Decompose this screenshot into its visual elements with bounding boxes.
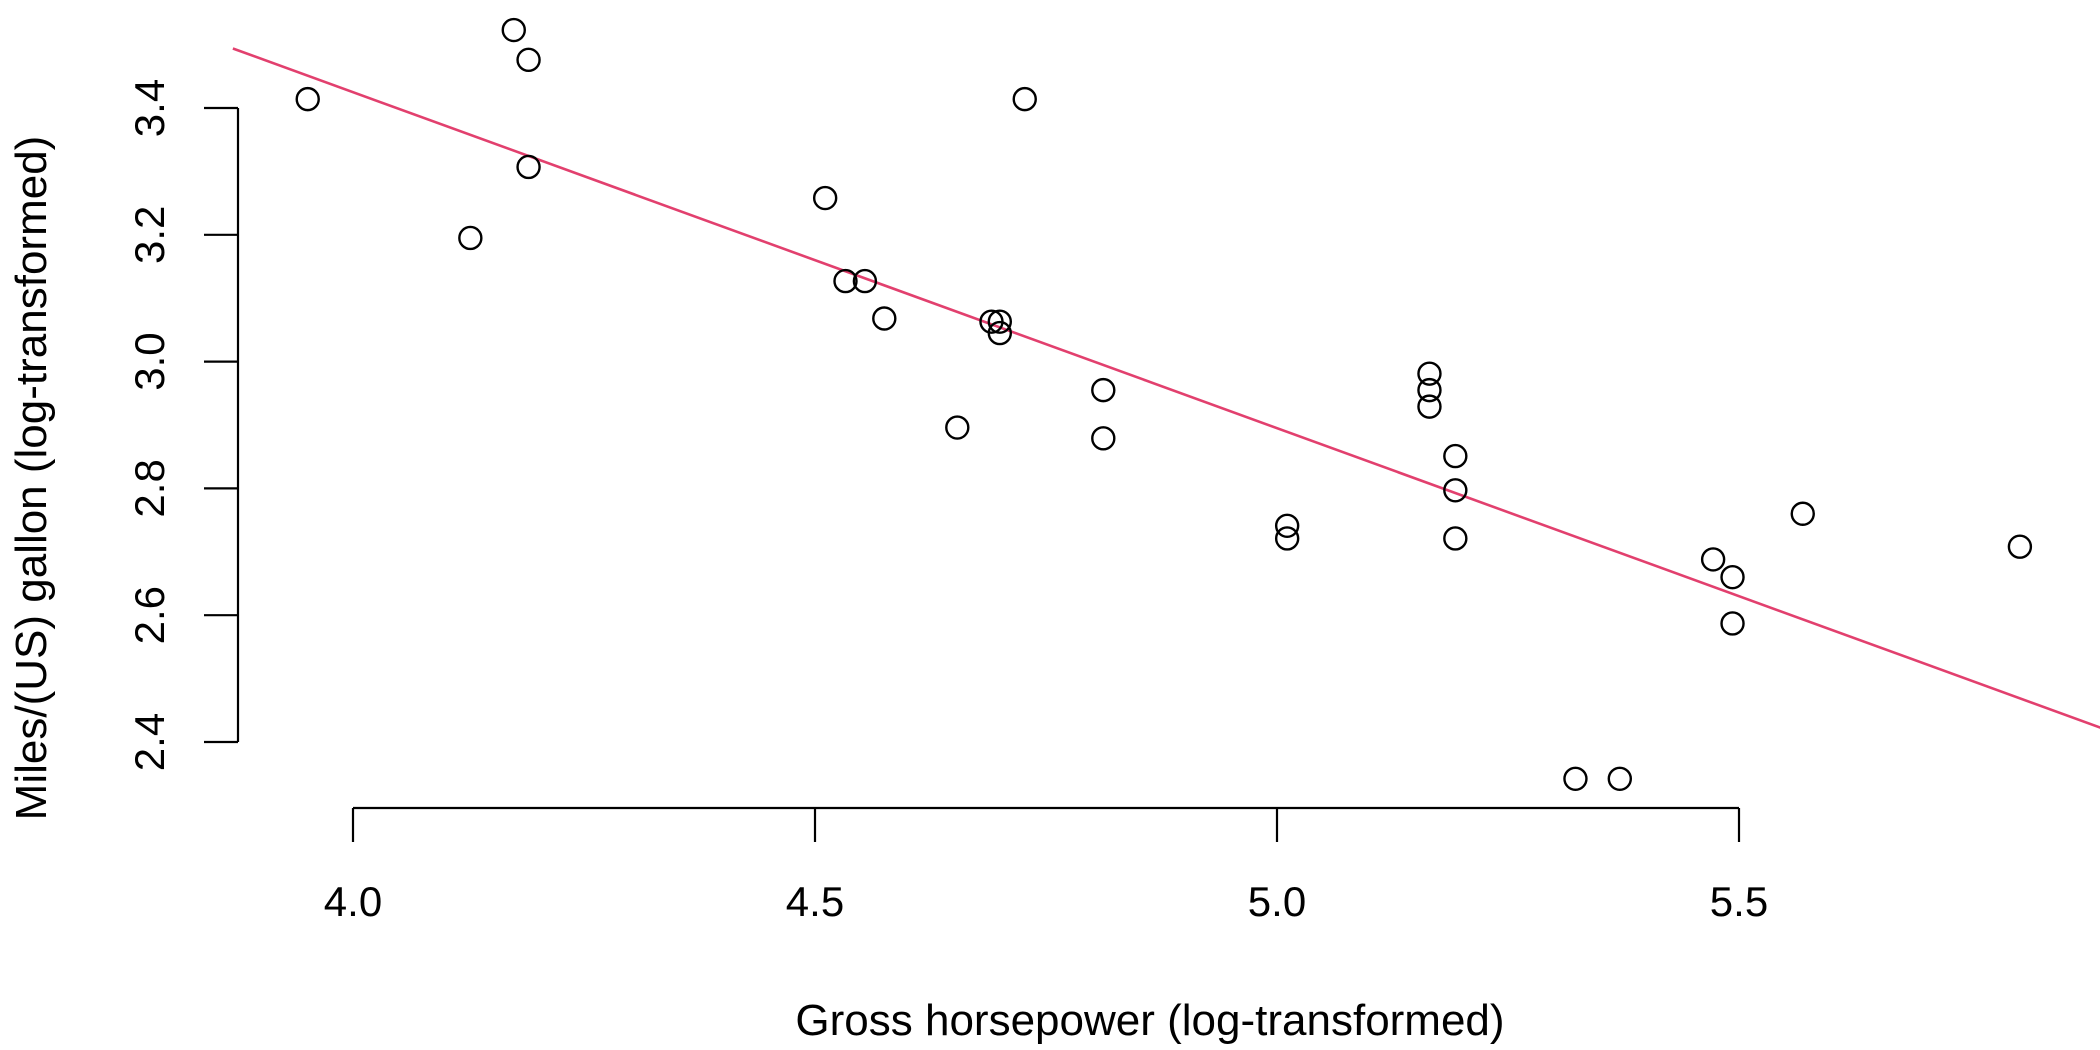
x-tick-label: 5.5 xyxy=(1710,878,1768,925)
x-tick-label: 5.0 xyxy=(1248,878,1306,925)
data-point xyxy=(295,86,320,112)
regression-line xyxy=(232,47,2100,729)
y-tick-label: 3.4 xyxy=(126,79,173,137)
data-point xyxy=(872,306,897,331)
data-point xyxy=(516,154,541,180)
data-point xyxy=(1443,443,1468,469)
data-point xyxy=(945,415,970,440)
data-point xyxy=(987,309,1012,334)
data-point xyxy=(1720,564,1745,590)
regression-line-layer xyxy=(232,47,2100,729)
y-tick-label: 2.4 xyxy=(126,713,173,771)
x-axis-title: Gross horsepower (log-transformed) xyxy=(795,996,1504,1045)
data-point xyxy=(1274,526,1300,551)
y-axis-title: Miles/(US) gallon (log-transformed) xyxy=(7,136,56,821)
data-point xyxy=(812,185,838,211)
data-point xyxy=(516,47,541,73)
data-point xyxy=(987,320,1012,346)
y-tick-label: 3.0 xyxy=(126,332,173,390)
data-point xyxy=(2007,534,2033,559)
data-point xyxy=(1443,526,1468,551)
data-point xyxy=(1091,377,1116,403)
data-point xyxy=(1417,377,1442,403)
data-point xyxy=(458,225,483,251)
data-point xyxy=(1417,394,1442,419)
data-point xyxy=(1274,513,1300,539)
data-point xyxy=(1700,547,1726,572)
data-point xyxy=(1720,611,1745,636)
x-axis: 4.0 4.5 5.0 5.5 xyxy=(324,806,1768,925)
y-axis: 2.4 2.6 2.8 3.0 3.2 3.4 xyxy=(126,79,240,771)
data-point xyxy=(852,268,878,294)
data-point xyxy=(1417,361,1442,386)
x-tick-label: 4.0 xyxy=(324,878,382,925)
data-point xyxy=(833,268,858,294)
y-tick-label: 2.6 xyxy=(126,586,173,644)
y-tick-label: 3.2 xyxy=(126,206,173,264)
data-point xyxy=(1443,478,1468,503)
data-point xyxy=(1790,501,1815,526)
data-points-layer xyxy=(295,17,2033,791)
data-point xyxy=(501,17,526,43)
x-tick-label: 4.5 xyxy=(786,878,844,925)
y-tick-label: 2.8 xyxy=(126,459,173,517)
data-point xyxy=(1012,86,1037,112)
data-point xyxy=(1563,766,1588,791)
data-point xyxy=(1607,766,1633,791)
data-point xyxy=(1091,426,1116,451)
